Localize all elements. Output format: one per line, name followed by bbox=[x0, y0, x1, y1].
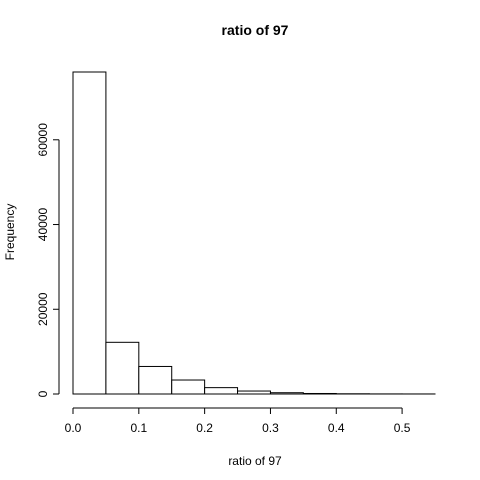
histogram-bar-6 bbox=[269, 392, 304, 395]
y-tick-label-2: 40000 bbox=[36, 208, 50, 242]
chart-title: ratio of 97 bbox=[222, 22, 289, 38]
histogram-bar-1 bbox=[105, 341, 140, 395]
bars-group bbox=[72, 71, 436, 395]
y-axis-label: Frequency bbox=[3, 204, 17, 261]
y-axis: 0 20000 40000 60000 bbox=[36, 123, 60, 397]
y-tick-label-0: 0 bbox=[36, 390, 50, 397]
x-tick-label-5: 0.5 bbox=[394, 421, 411, 435]
x-axis-label: ratio of 97 bbox=[228, 454, 282, 468]
x-tick-label-4: 0.4 bbox=[328, 421, 345, 435]
histogram-bar-7 bbox=[302, 392, 337, 395]
x-tick-label-2: 0.2 bbox=[196, 421, 213, 435]
x-tick-label-3: 0.3 bbox=[262, 421, 279, 435]
histogram-bar-3 bbox=[171, 379, 206, 395]
y-tick-label-3: 60000 bbox=[36, 123, 50, 157]
histogram-bar-4 bbox=[204, 387, 239, 395]
histogram-bar-5 bbox=[237, 390, 271, 395]
x-tick-label-1: 0.1 bbox=[130, 421, 147, 435]
histogram-bar-2 bbox=[138, 365, 173, 395]
x-axis: 0.0 0.1 0.2 0.3 0.4 0.5 bbox=[65, 407, 411, 435]
histogram-bar-0 bbox=[72, 71, 107, 395]
x-tick-label-0: 0.0 bbox=[65, 421, 82, 435]
y-tick-label-1: 20000 bbox=[36, 292, 50, 326]
